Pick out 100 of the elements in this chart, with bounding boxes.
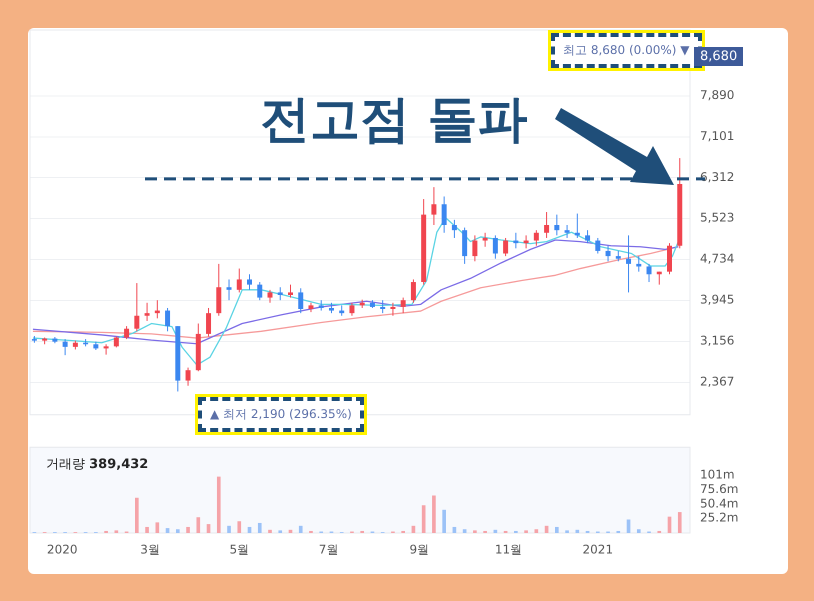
candlestick xyxy=(524,234,529,249)
candlestick xyxy=(442,196,447,234)
candlestick xyxy=(410,278,416,304)
bar xyxy=(268,530,272,533)
candlestick xyxy=(595,237,600,254)
candlestick xyxy=(206,307,212,337)
candlestick xyxy=(646,263,652,283)
candlestick xyxy=(503,237,508,257)
candlestick xyxy=(308,302,314,313)
candlestick xyxy=(554,214,560,236)
candlestick xyxy=(165,307,170,332)
candlestick xyxy=(186,367,191,386)
x-tick-label: 2020 xyxy=(46,542,78,556)
bar xyxy=(678,512,682,533)
candlestick xyxy=(62,338,68,356)
candlestick xyxy=(124,326,130,340)
candlestick xyxy=(114,336,119,348)
x-tick-label: 2021 xyxy=(582,542,614,556)
bar xyxy=(155,522,160,533)
bar xyxy=(298,526,303,533)
bar xyxy=(196,517,200,533)
bar xyxy=(227,526,231,533)
y-tick-label: 2,367 xyxy=(700,374,734,388)
candlestick xyxy=(492,234,498,260)
candlestick xyxy=(606,245,611,262)
bar xyxy=(636,529,641,533)
candlestick xyxy=(636,256,642,272)
bar xyxy=(135,498,139,533)
bar xyxy=(544,526,548,533)
candlestick xyxy=(431,186,436,226)
candlestick xyxy=(339,304,344,316)
candlestick xyxy=(278,286,283,301)
candlestick xyxy=(257,282,262,301)
bar xyxy=(258,522,262,533)
bar xyxy=(186,526,190,533)
annotation: 거래량 389,432 xyxy=(46,457,148,472)
candlestick xyxy=(574,213,580,238)
annotation: ▲ 최저 2,190 (296.35%) xyxy=(198,396,364,432)
y-tick-label: 7,101 xyxy=(700,128,734,143)
candlestick xyxy=(564,224,570,238)
candlestick xyxy=(134,282,140,332)
bar xyxy=(524,530,528,533)
bar xyxy=(422,505,426,533)
candlestick xyxy=(247,274,252,290)
candlestick xyxy=(585,230,590,244)
candlestick xyxy=(104,344,109,356)
candlestick xyxy=(626,234,632,293)
candlestick xyxy=(349,302,354,316)
text: 8,680 xyxy=(694,47,744,66)
candlestick xyxy=(236,268,242,293)
candlestick xyxy=(328,302,334,314)
candlestick xyxy=(472,234,478,262)
y-tick-label: 101m xyxy=(700,467,735,482)
bar xyxy=(668,516,672,533)
candlestick xyxy=(380,300,386,314)
candlestick xyxy=(288,284,293,298)
bar xyxy=(462,529,466,533)
candlestick xyxy=(513,232,518,249)
y-tick-label: 3,945 xyxy=(700,292,734,307)
candlestick xyxy=(390,302,396,316)
candlestick xyxy=(534,230,539,246)
candlestick xyxy=(144,302,150,322)
bar xyxy=(248,526,252,533)
y-tick-label: 7,890 xyxy=(700,88,734,102)
x-tick-label: 5월 xyxy=(229,542,250,556)
x-tick-label: 11월 xyxy=(494,542,522,556)
y-tick-label: 3,156 xyxy=(700,333,734,348)
candlestick xyxy=(656,271,662,286)
bar xyxy=(288,530,292,533)
bar xyxy=(555,526,559,533)
candlestick xyxy=(226,278,232,301)
bar xyxy=(565,530,569,533)
candlestick xyxy=(298,288,304,314)
annotation: 최고 8,680 (0.00%) ▼ xyxy=(551,33,702,68)
x-tick-label: 3월 xyxy=(140,542,160,556)
bar xyxy=(237,521,242,533)
bar xyxy=(176,529,180,533)
candlestick xyxy=(544,212,550,238)
candlestick xyxy=(400,297,406,314)
y-tick-label: 75.6m xyxy=(700,482,738,496)
candlestick xyxy=(482,232,488,248)
bar xyxy=(452,526,456,533)
bar xyxy=(114,530,118,533)
bar xyxy=(206,524,210,533)
y-tick-label: 6,312 xyxy=(700,170,734,184)
bar xyxy=(166,528,170,533)
bar xyxy=(412,526,416,533)
bar xyxy=(216,476,221,533)
y-tick-label: 25.2m xyxy=(700,510,738,525)
x-tick-label: 9월 xyxy=(409,542,430,556)
candlestick xyxy=(154,300,160,319)
bar xyxy=(432,495,436,533)
candlestick xyxy=(318,300,324,312)
candlestick xyxy=(452,219,457,238)
bar xyxy=(626,520,630,533)
bar xyxy=(534,529,538,533)
candlestick xyxy=(268,289,272,304)
bar xyxy=(278,530,282,533)
y-tick-label: 5,523 xyxy=(700,210,734,225)
bar xyxy=(473,530,477,533)
